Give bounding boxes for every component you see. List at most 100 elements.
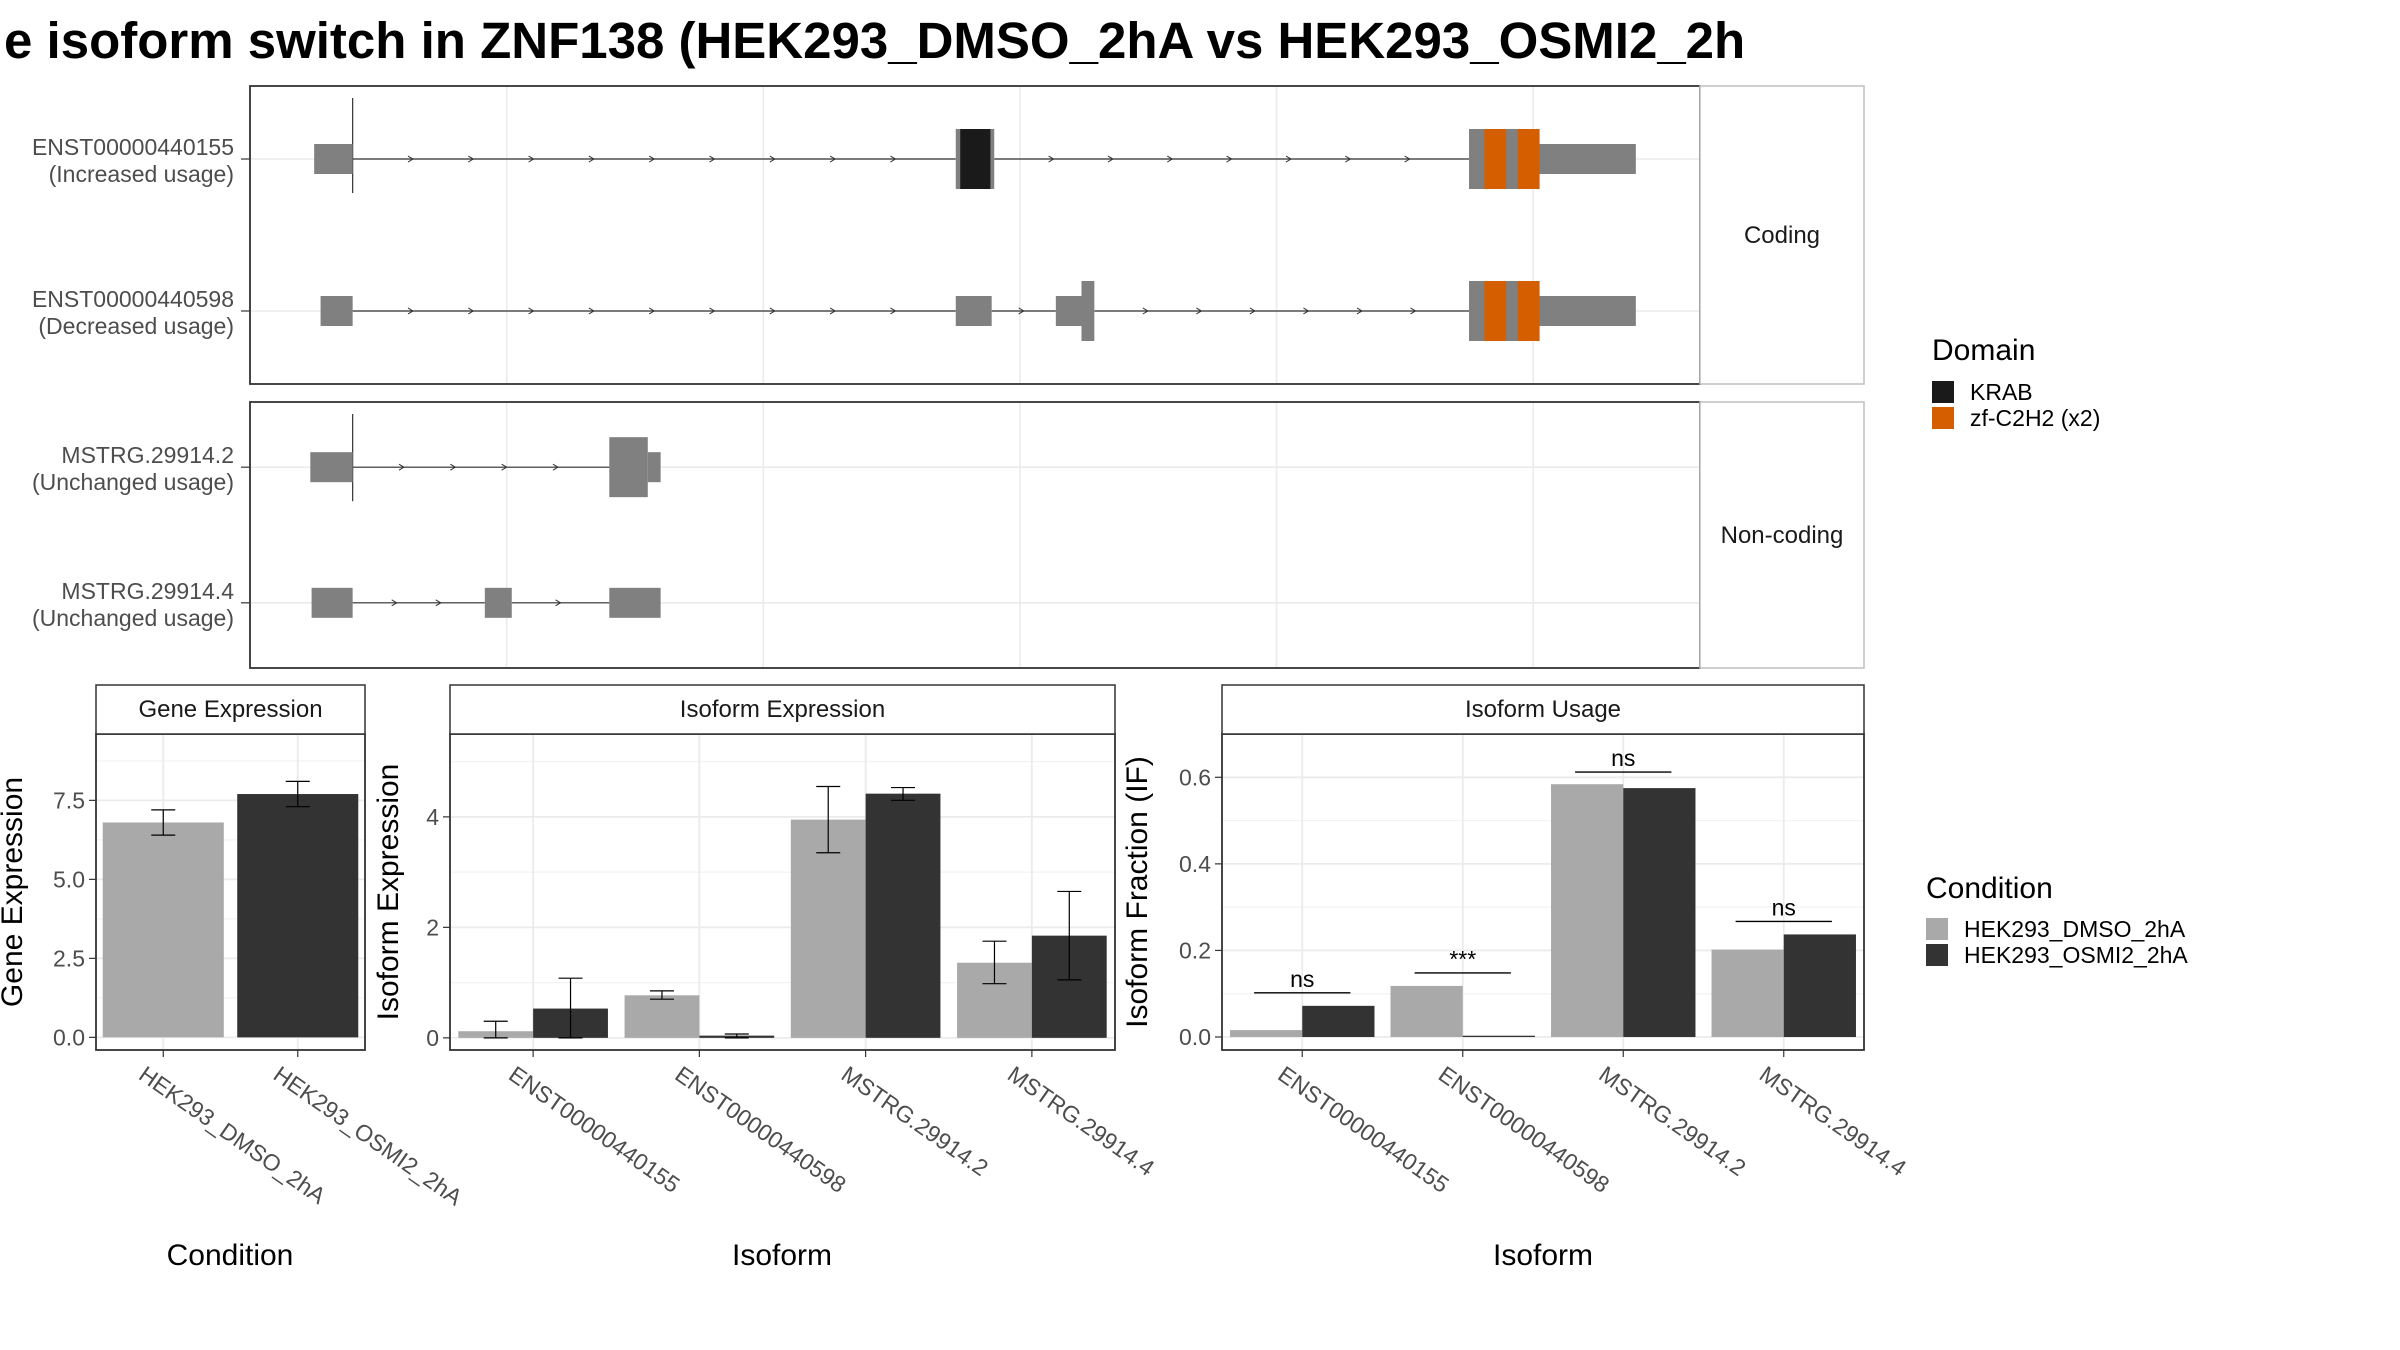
intron-arrow: [829, 307, 837, 315]
domain-legend-key: [1932, 381, 1954, 403]
condition-legend-label: HEK293_DMSO_2hA: [1964, 916, 2186, 942]
intron-arrow: [1107, 155, 1114, 163]
condition-legend-key: [1926, 944, 1948, 966]
bar: [102, 822, 224, 1038]
x-tick-label: MSTRG.29914.4: [1755, 1061, 1911, 1181]
exon-block: [1533, 295, 1636, 326]
intron-arrow: [435, 599, 442, 607]
bar: [1551, 784, 1624, 1038]
domain-legend-title: Domain: [1932, 334, 2035, 367]
intron-arrow: [528, 155, 535, 163]
isoform-label-usage: (Increased usage): [49, 161, 234, 187]
intron-arrow: [1356, 307, 1363, 315]
intron-arrow: [709, 155, 716, 163]
exon-block: [484, 587, 512, 618]
facet-strip: [1699, 401, 1865, 669]
domain-legend-key: [1932, 407, 1954, 429]
figure-title: e isoform switch in ZNF138 (HEK293_DMSO_…: [4, 12, 1745, 69]
y-tick-label: 0.0: [53, 1024, 85, 1050]
x-tick-label: MSTRG.29914.2: [837, 1061, 993, 1181]
facet-strip: [1699, 85, 1865, 385]
isoform-track: [320, 280, 1636, 341]
intron-arrow: [1410, 307, 1417, 315]
intron-arrow: [468, 307, 475, 315]
intron-arrow: [890, 155, 897, 163]
intron-arrow: [398, 463, 405, 471]
x-tick-label: MSTRG.29914.4: [1003, 1061, 1159, 1181]
isoform-label-usage: (Unchanged usage): [32, 605, 234, 631]
domain-block: [1484, 280, 1507, 341]
x-tick-label: ENST00000440155: [504, 1061, 684, 1198]
panel-strip-label: Isoform Usage: [1465, 696, 1621, 723]
y-tick-label: 0.6: [1179, 764, 1211, 790]
exon-block: [647, 452, 661, 483]
intron-arrow: [829, 155, 837, 163]
y-tick-label: 5.0: [53, 866, 85, 892]
intron-arrow: [450, 463, 457, 471]
isoform-label-id: ENST00000440155: [32, 134, 234, 160]
intron-arrow: [890, 307, 897, 315]
intron-arrow: [391, 599, 398, 607]
intron-arrow: [588, 307, 595, 315]
exon-block: [1055, 295, 1082, 326]
intron-arrow: [769, 307, 776, 315]
bar: [1783, 934, 1856, 1038]
y-tick-label: 2: [426, 914, 439, 940]
isoform-track: [311, 587, 661, 618]
intron-arrow: [555, 599, 562, 607]
bar: [1462, 1035, 1535, 1038]
panel-strip-label: Isoform Expression: [680, 696, 885, 723]
intron-arrow: [648, 155, 656, 163]
intron-arrow: [1142, 307, 1149, 315]
significance-label: ***: [1449, 946, 1476, 972]
isoform-label-id: MSTRG.29914.4: [61, 578, 234, 604]
domain-block: [1517, 280, 1540, 341]
intron-arrow: [1196, 307, 1203, 315]
y-tick-label: 7.5: [53, 787, 85, 813]
isoform-label-id: ENST00000440598: [32, 286, 234, 312]
exon-block: [955, 295, 992, 326]
y-tick-label: 2.5: [53, 945, 85, 971]
intron-arrow: [501, 463, 508, 471]
intron-arrow: [407, 155, 414, 163]
panel-strip: [449, 684, 1116, 735]
significance-label: ns: [1611, 745, 1635, 771]
y-tick-label: 0.0: [1179, 1024, 1211, 1050]
structure-panel-bg: [250, 402, 1700, 668]
exon-block: [314, 144, 353, 175]
bar: [865, 793, 941, 1038]
exon-block: [1081, 280, 1095, 341]
intron-arrow: [528, 307, 535, 315]
expression-panels: 0.02.55.07.5HEK293_DMSO_2hAHEK293_OSMI2_…: [0, 684, 1911, 1272]
exon-block: [609, 587, 661, 618]
panel-strip: [95, 684, 366, 735]
intron-arrow: [769, 155, 776, 163]
domain-block: [1484, 129, 1507, 190]
x-axis-title: Isoform: [1493, 1239, 1593, 1272]
domain-block: [960, 129, 991, 190]
bar-panel: 024ENST00000440155ENST00000440598MSTRG.2…: [372, 684, 1159, 1272]
panel-strip-label: Gene Expression: [138, 696, 322, 723]
y-tick-label: 4: [426, 804, 439, 830]
exon-block: [320, 295, 353, 326]
domain-legend-label: KRAB: [1970, 379, 2033, 405]
bar: [1230, 1030, 1303, 1038]
bar-panel: 0.0 0.2 0.4 0.6 ENST00000440155ENST000004405…: [1121, 684, 1911, 1272]
x-tick-label: ENST00000440155: [1273, 1061, 1453, 1198]
bar: [1623, 788, 1696, 1038]
intron-arrow: [1167, 155, 1174, 163]
bar: [1390, 985, 1463, 1038]
intron-arrow: [1249, 307, 1256, 315]
y-axis-title: Gene Expression: [0, 777, 29, 1007]
bar: [237, 794, 359, 1038]
bar: [1302, 1005, 1375, 1038]
isoform-track: [314, 98, 1636, 194]
bar: [790, 819, 866, 1038]
y-tick-label: 0.4: [1179, 851, 1211, 877]
isoform-label-usage: (Unchanged usage): [32, 469, 234, 495]
significance-label: ns: [1772, 894, 1796, 920]
x-tick-label: ENST00000440598: [671, 1061, 851, 1198]
isoform-label-usage: (Decreased usage): [38, 313, 234, 339]
isoform-structure-plot: ENST00000440155(Increased usage) ENST0000…: [32, 85, 1865, 669]
